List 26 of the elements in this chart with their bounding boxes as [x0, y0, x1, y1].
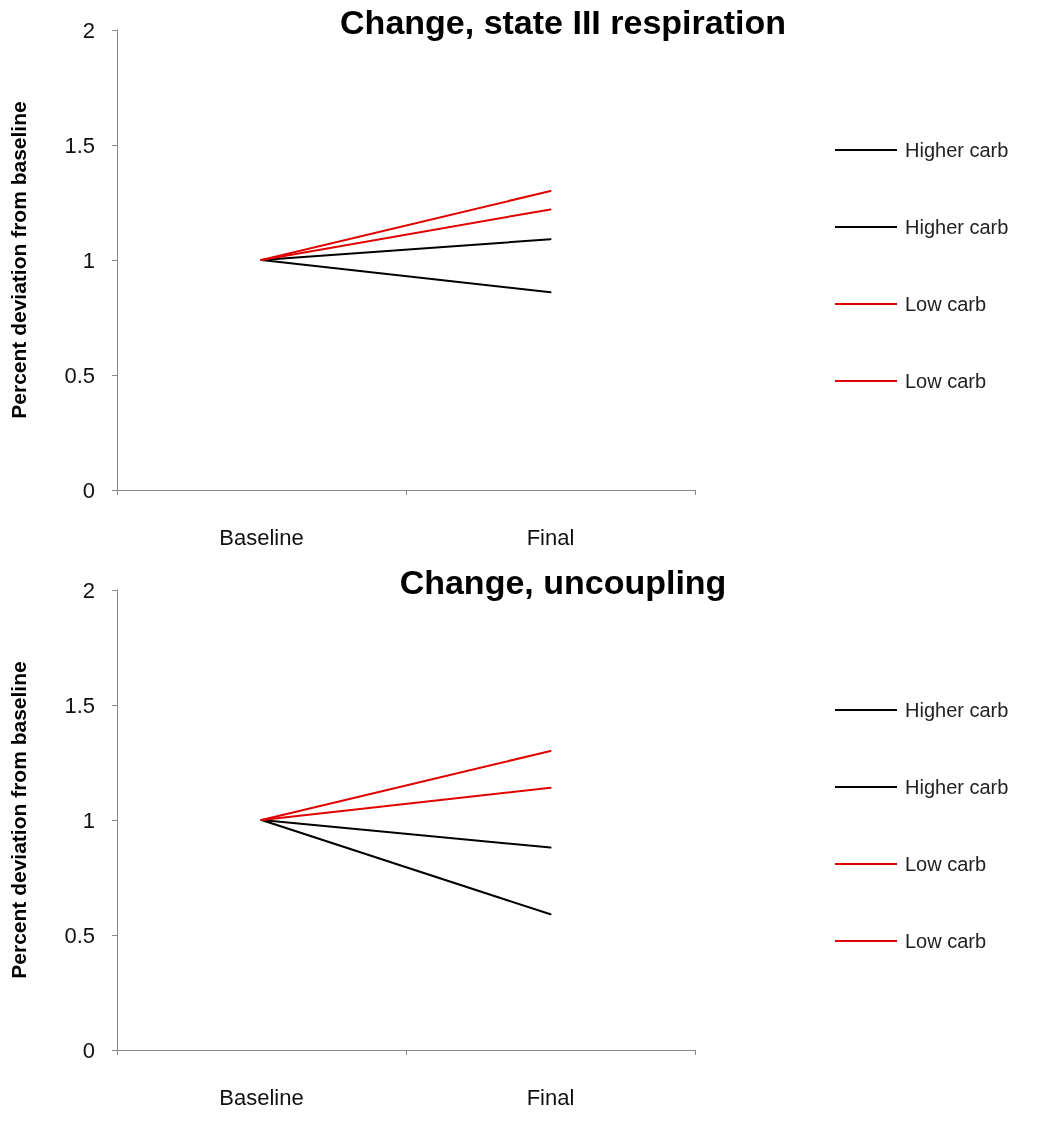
x-tick-label: Baseline: [219, 1084, 304, 1110]
x-tick-label: Baseline: [219, 524, 304, 550]
legend-label: Low carb: [905, 293, 987, 315]
legend-label: Higher carb: [905, 699, 1009, 721]
y-tick-label: 0.5: [64, 922, 95, 948]
legend-label: Low carb: [905, 370, 987, 392]
x-tick-label: Final: [526, 524, 575, 550]
y-tick-label: 0: [82, 477, 95, 503]
y-axis-title: Percent deviation from baseline: [7, 101, 30, 419]
y-tick-label: 1.5: [64, 132, 95, 158]
y-tick-label: 2: [82, 17, 95, 43]
y-axis-title: Percent deviation from baseline: [7, 661, 30, 979]
y-tick-label: 1: [82, 807, 95, 833]
y-tick-label: 1.5: [64, 692, 95, 718]
chart-title: Change, uncoupling: [399, 563, 727, 601]
legend-label: Low carb: [905, 930, 987, 952]
y-tick-label: 2: [82, 577, 95, 603]
y-tick-label: 0: [82, 1037, 95, 1063]
legend-label: Low carb: [905, 853, 987, 875]
y-tick-label: 0.5: [64, 362, 95, 388]
legend-label: Higher carb: [905, 216, 1009, 238]
y-tick-label: 1: [82, 247, 95, 273]
legend-label: Higher carb: [905, 776, 1009, 798]
legend-label: Higher carb: [905, 139, 1009, 161]
x-tick-label: Final: [526, 1084, 575, 1110]
chart-title: Change, state III respiration: [340, 3, 786, 41]
